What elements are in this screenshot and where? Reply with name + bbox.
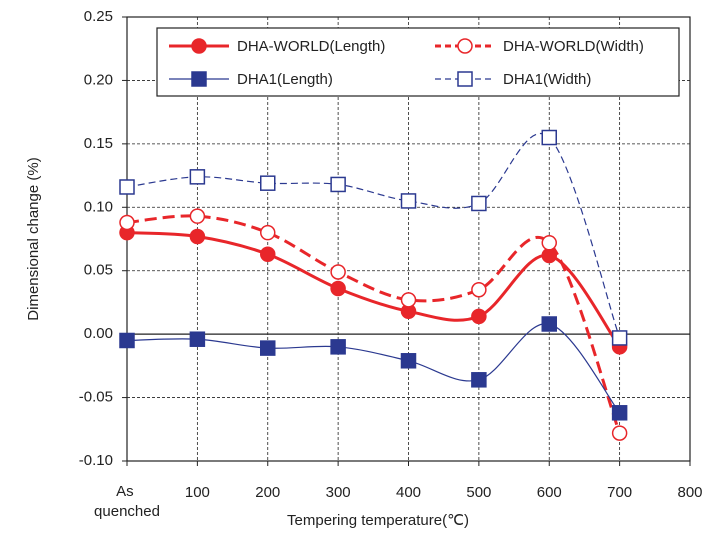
y-tick-label: 0.00 [84,325,113,342]
point [541,129,557,146]
point [260,246,276,262]
x-tick-label: As quenched [94,483,160,520]
point [189,169,206,185]
point [330,280,346,297]
y-tick-label: 0.10 [84,198,113,215]
x-tick-label: 800 [677,484,702,501]
point [541,235,557,251]
point [330,264,346,280]
point [189,331,206,347]
x-tick-label: 200 [255,484,280,501]
point [260,224,276,241]
point [400,353,417,369]
legend-marker [191,38,207,54]
x-axis-label: Tempering temperature(℃) [287,512,469,529]
point [541,316,557,332]
point [471,195,487,212]
legend-marker [457,38,473,54]
point [400,292,417,308]
x-tick-label: 700 [607,484,632,501]
legend-label: DHA-WORLD(Length) [237,38,385,55]
point [611,405,628,421]
point [611,330,628,346]
y-tick-label: -0.05 [79,389,113,406]
legend-label: DHA-WORLD(Width) [503,38,644,55]
legend: DHA-WORLD(Length) DHA-WORLD(Width) DHA1(Le… [156,27,680,97]
legend-marker [191,71,207,87]
y-tick-label: 0.15 [84,135,113,152]
point [189,228,206,245]
point [189,208,206,224]
point [119,332,135,349]
x-tick-label: 600 [537,484,562,501]
point [471,281,487,298]
point [119,214,135,231]
legend-label: DHA1(Length) [237,71,333,88]
y-tick-label: 0.20 [84,71,113,88]
point [400,193,417,209]
legend-box [156,27,680,97]
x-tick-label: 400 [396,484,421,501]
x-tick-label: 300 [326,484,351,501]
x-tick-label: 500 [466,484,491,501]
legend-label: DHA1(Width) [503,71,591,88]
point [330,339,346,355]
point [471,372,487,388]
point [471,308,487,325]
point [611,425,628,441]
point [260,175,276,191]
y-tick-label: 0.25 [84,8,113,25]
point [119,179,135,195]
series-line [126,133,621,339]
y-axis-label: Dimensional change (%) [25,157,42,320]
x-tick-label: 100 [185,484,210,501]
y-tick-label: -0.10 [79,452,113,469]
point [330,176,346,193]
y-tick-label: 0.05 [84,262,113,279]
legend-marker [457,71,473,87]
point [260,340,276,356]
